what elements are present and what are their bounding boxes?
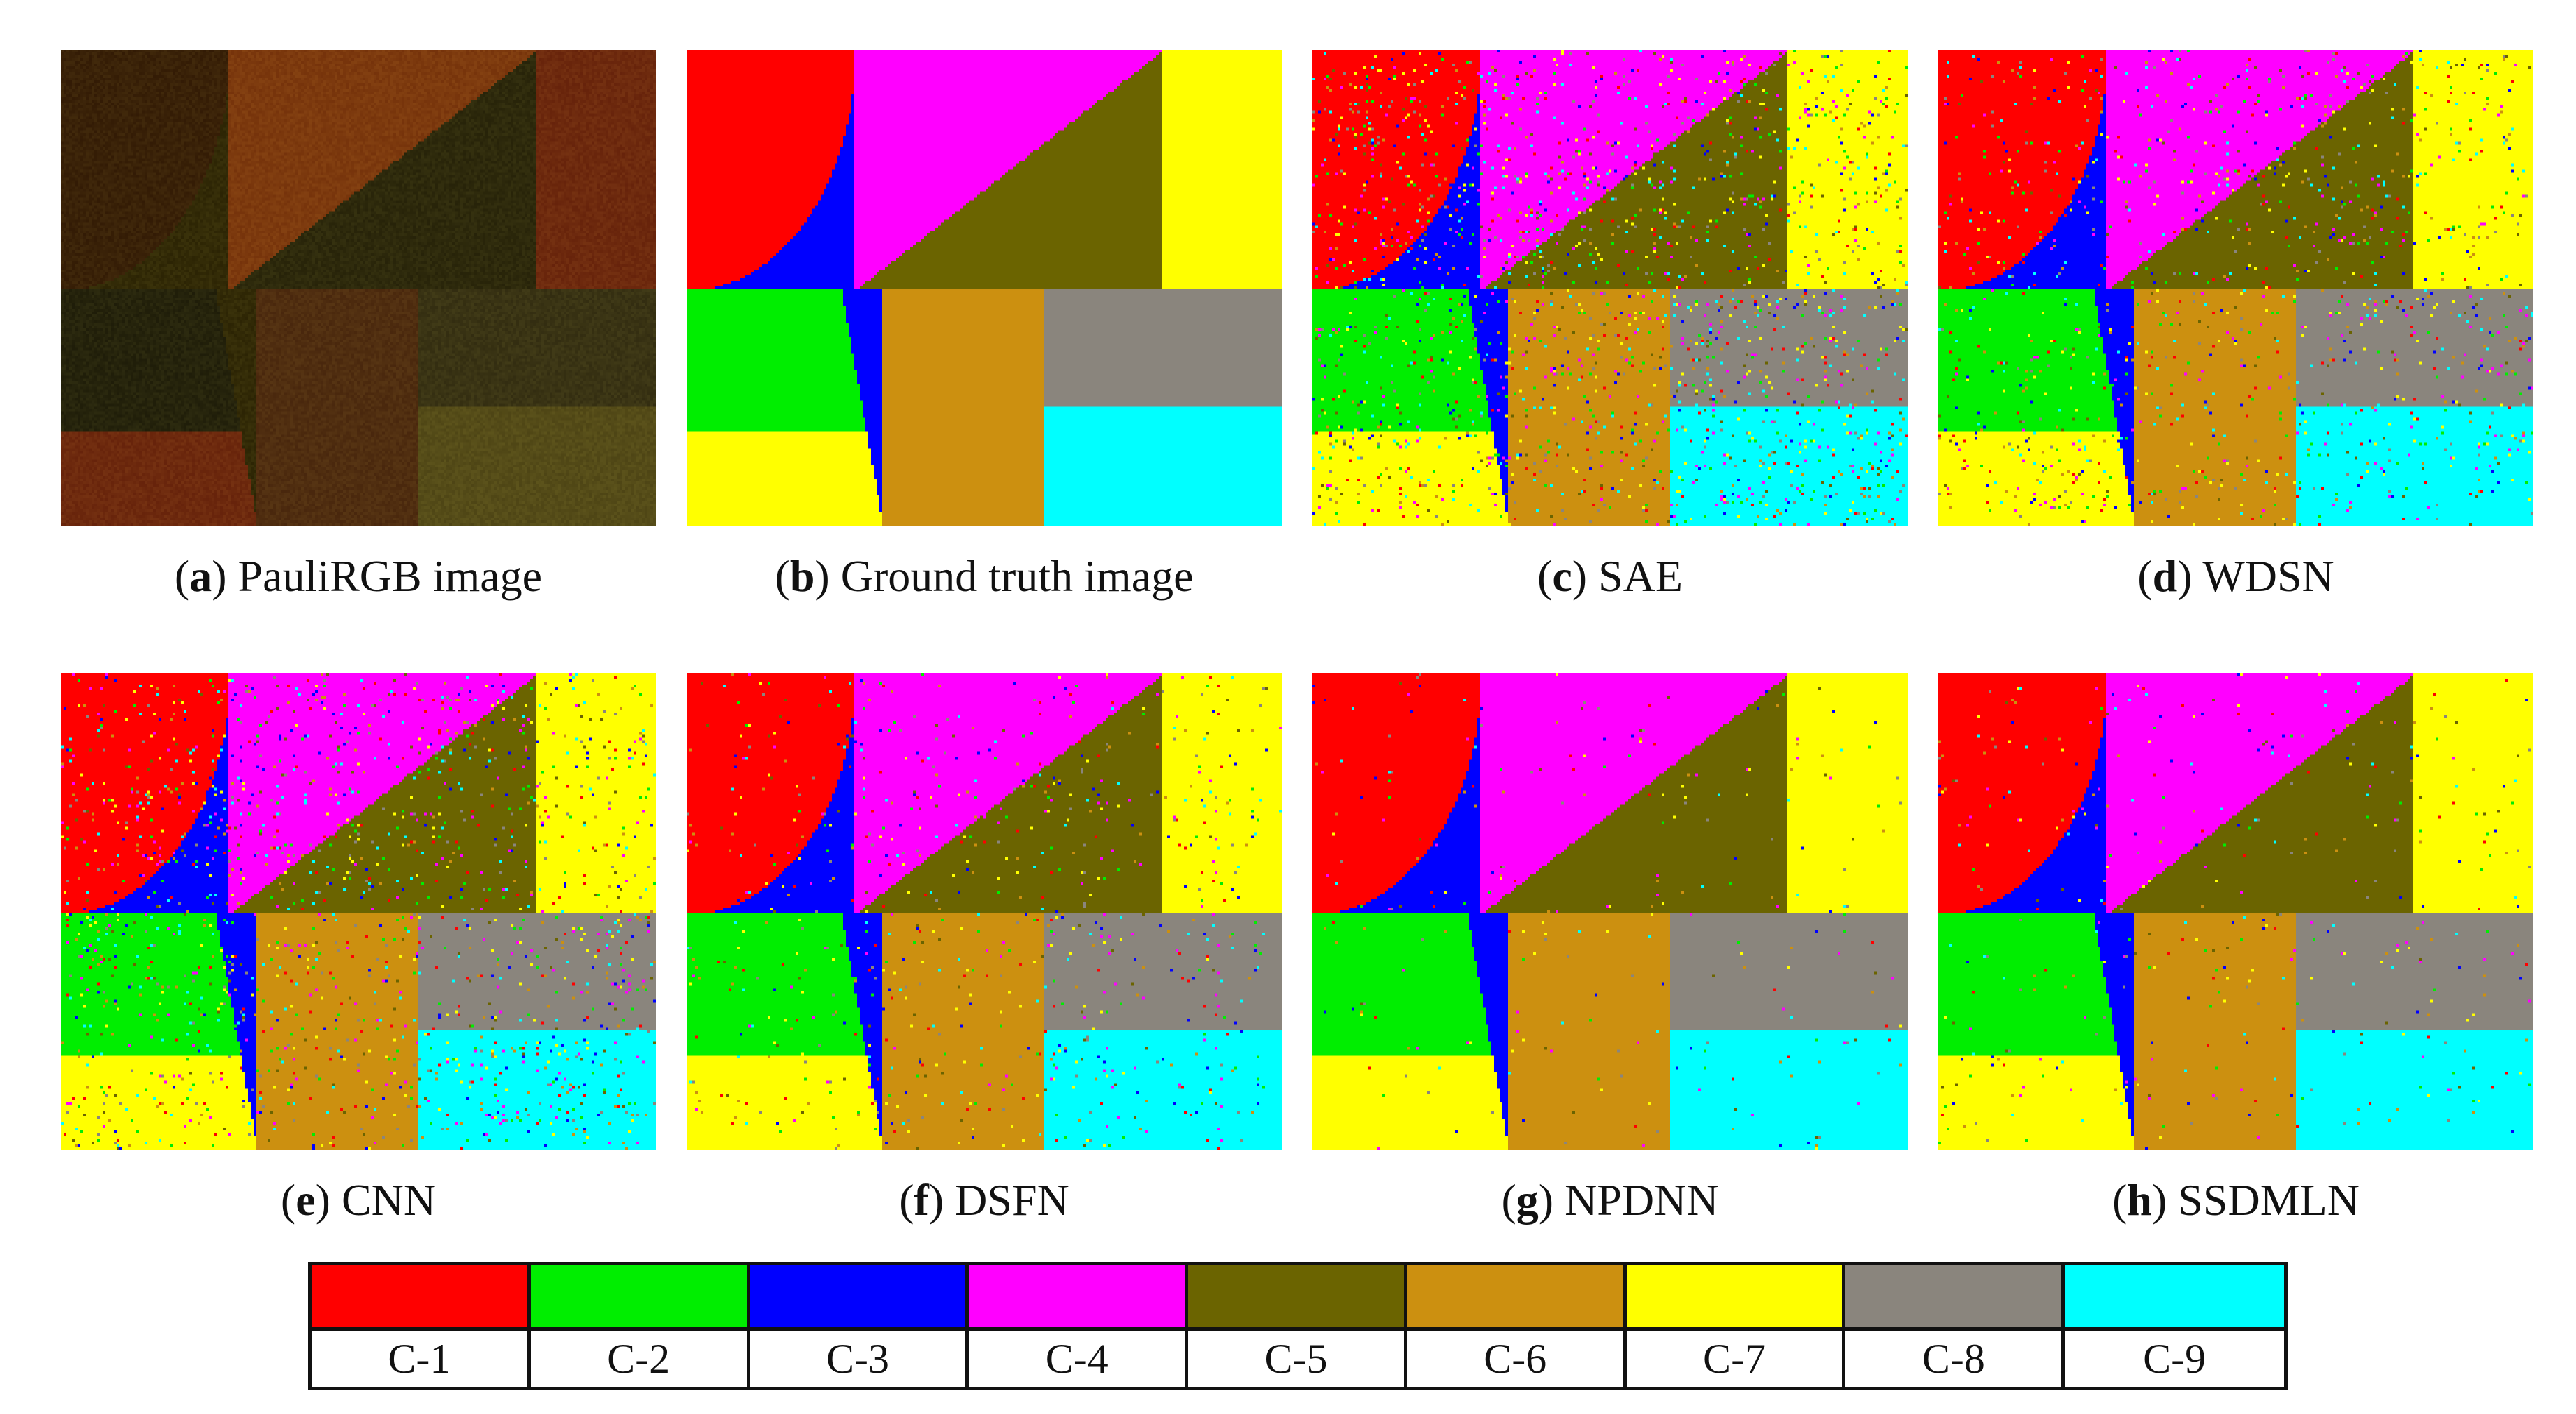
panel-title: SAE bbox=[1598, 551, 1683, 601]
dsfn-classification-map bbox=[687, 673, 1282, 1150]
panel-caption: (a) PauliRGB image bbox=[174, 551, 543, 601]
wdsn-classification-map bbox=[1938, 50, 2533, 526]
panel-title: Ground truth image bbox=[840, 551, 1194, 601]
panel-caption: (f) DSFN bbox=[899, 1175, 1069, 1225]
panel-caption: (d) WDSN bbox=[2137, 551, 2334, 601]
legend-label-c1: C-1 bbox=[312, 1331, 531, 1387]
panel-title: CNN bbox=[341, 1175, 437, 1225]
panel-title: WDSN bbox=[2202, 551, 2334, 601]
panel-caption: (b) Ground truth image bbox=[775, 551, 1194, 601]
legend-swatch-c7 bbox=[1626, 1265, 1846, 1331]
ssdmln-classification-map bbox=[1938, 673, 2533, 1150]
ground-truth-map bbox=[687, 50, 1282, 526]
legend-label-c6: C-6 bbox=[1407, 1331, 1627, 1387]
legend-label-c2: C-2 bbox=[531, 1331, 750, 1387]
legend-label-c5: C-5 bbox=[1188, 1331, 1407, 1387]
legend-swatch-c1 bbox=[312, 1265, 531, 1331]
panel-title: DSFN bbox=[955, 1175, 1069, 1225]
legend-label-c3: C-3 bbox=[750, 1331, 969, 1387]
legend-label-c4: C-4 bbox=[969, 1331, 1189, 1387]
panel-title: NPDNN bbox=[1565, 1175, 1719, 1225]
legend-label-c7: C-7 bbox=[1627, 1331, 1846, 1387]
legend-swatch-c6 bbox=[1407, 1265, 1627, 1331]
panel-title: SSDMLN bbox=[2178, 1175, 2359, 1225]
panel-caption: (g) NPDNN bbox=[1501, 1175, 1719, 1225]
legend-swatch-c2 bbox=[530, 1265, 750, 1331]
panel-caption: (h) SSDMLN bbox=[2112, 1175, 2359, 1225]
legend-swatch-c3 bbox=[749, 1265, 969, 1331]
cnn-classification-map bbox=[61, 673, 656, 1150]
class-legend: C-1 C-2 C-3 C-4 C-5 C-6 C-7 C-8 C-9 bbox=[308, 1262, 2288, 1390]
legend-swatch-c8 bbox=[1845, 1265, 2065, 1331]
npdnn-classification-map bbox=[1312, 673, 1908, 1150]
legend-label-c9: C-9 bbox=[2143, 1336, 2207, 1382]
panel-caption: (c) SAE bbox=[1537, 551, 1683, 601]
paulirgb-image bbox=[61, 50, 656, 526]
sae-classification-map bbox=[1312, 50, 1908, 526]
legend-swatch-c4 bbox=[969, 1265, 1189, 1331]
panel-caption: (e) CNN bbox=[280, 1175, 437, 1225]
legend-swatch-c5 bbox=[1188, 1265, 1407, 1331]
legend-swatch-c9 bbox=[2065, 1265, 2284, 1331]
panel-title: PauliRGB image bbox=[237, 551, 543, 601]
legend-label-c8: C-8 bbox=[1845, 1331, 2065, 1387]
